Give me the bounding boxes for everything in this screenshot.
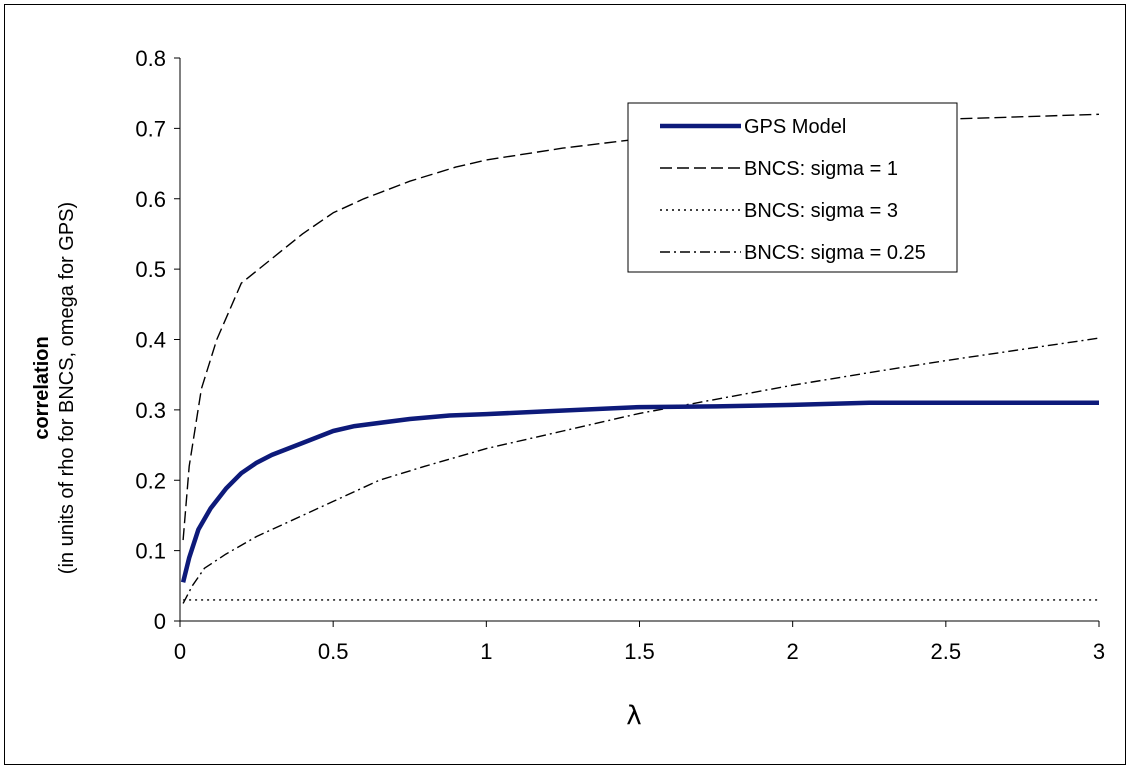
y-axis-label: correlation [31,336,53,439]
y-tick-label: 0.7 [135,116,166,141]
x-tick-label: 0 [174,639,186,664]
legend-label: BNCS: sigma = 0.25 [744,242,926,264]
y-tick-label: 0 [154,609,166,634]
y-tick-label: 0.1 [135,539,166,564]
legend-label: BNCS: sigma = 3 [744,200,898,222]
y-tick-label: 0.4 [135,328,166,353]
y-tick-label: 0.5 [135,257,166,282]
x-tick-label: 2.5 [931,639,962,664]
x-tick-label: 2 [787,639,799,664]
x-tick-label: 1.5 [624,639,655,664]
tick-labels: 0 0.1 0.2 0.3 0.4 0.5 0.6 0.7 0.8 0 0.5 1 1.5 2 2.5 3 [135,46,1105,664]
y-tick-label: 0.6 [135,187,166,212]
x-tick-label: 1 [480,639,492,664]
legend-label: GPS Model [744,116,846,138]
legend-box [627,102,958,273]
axes [174,57,1100,627]
x-tick-label: 0.5 [318,639,349,664]
y-tick-label: 0.2 [135,468,166,493]
legend: GPS Model BNCS: sigma = 1 BNCS: sigma = 3 B… [627,102,958,273]
x-tick-label: 3 [1093,639,1105,664]
y-axis-sublabel: (in units of rho for BNCS, omega for GPS… [56,202,78,574]
x-axis-label: λ [626,701,641,731]
series-line-gps-model [180,400,1099,583]
y-tick-label: 0.8 [135,46,166,71]
legend-label: BNCS: sigma = 1 [744,158,898,180]
y-tick-label: 0.3 [135,398,166,423]
series-line-bncs-dashdot [182,337,1100,604]
